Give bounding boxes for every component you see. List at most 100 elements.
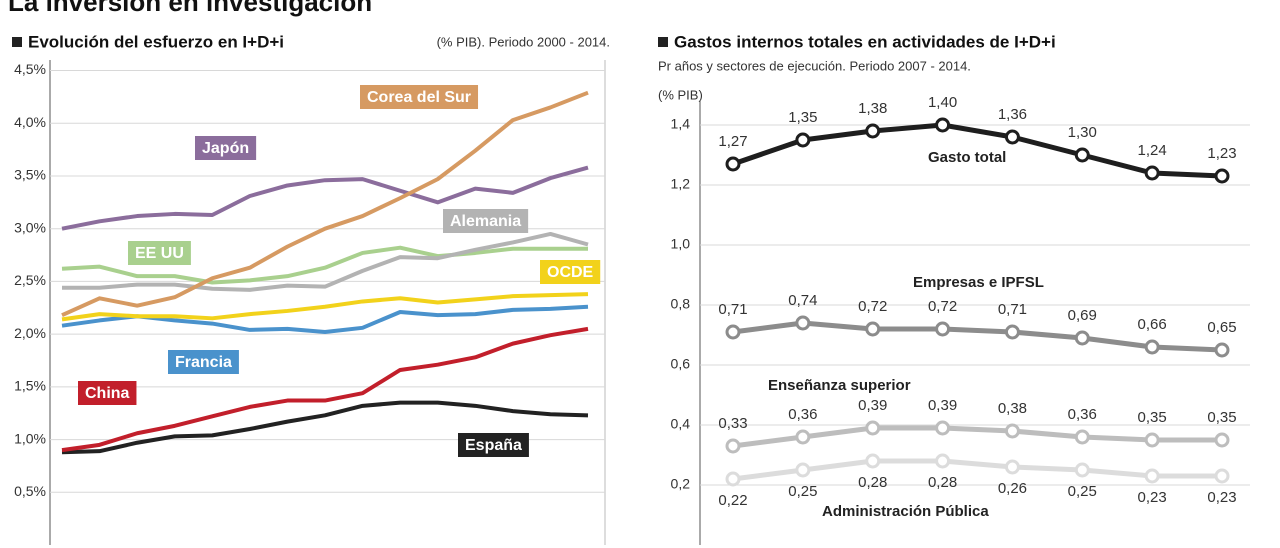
data-label: 0,36	[1068, 406, 1097, 423]
data-label: 0,39	[928, 397, 957, 414]
bullet	[12, 37, 22, 47]
point	[1004, 459, 1020, 475]
series-label: Francia	[168, 350, 239, 374]
point	[795, 462, 811, 478]
point	[1144, 165, 1160, 181]
point	[1004, 129, 1020, 145]
series-line	[732, 425, 1222, 449]
series-label: China	[78, 381, 137, 405]
y-tick-label: 0,8	[671, 296, 691, 312]
chart-subtitle: Pr años y sectores de ejecución. Periodo…	[658, 58, 971, 73]
data-label: 0,71	[718, 301, 747, 318]
series-line	[61, 90, 589, 317]
point	[935, 420, 951, 436]
y-tick-label: 0,4	[671, 416, 691, 432]
point	[1214, 432, 1230, 448]
chart-title: Evolución del esfuerzo en I+D+i	[28, 32, 284, 51]
series-line	[61, 326, 589, 453]
point	[1074, 462, 1090, 478]
data-label: 1,38	[858, 100, 887, 117]
data-label: 0,35	[1207, 409, 1236, 426]
legend-label: OCDE	[547, 264, 594, 281]
legend-label: España	[465, 437, 522, 454]
point	[1214, 468, 1230, 484]
point	[1214, 168, 1230, 184]
data-label: 0,23	[1207, 489, 1236, 506]
label-box	[540, 260, 601, 284]
series-line	[732, 458, 1222, 482]
page-title: La inversión en investigación	[8, 0, 372, 17]
point	[725, 324, 741, 340]
data-label: 0,66	[1138, 316, 1167, 333]
point	[1074, 429, 1090, 445]
point	[795, 315, 811, 331]
data-label: 1,24	[1138, 142, 1167, 159]
point	[1214, 342, 1230, 358]
series-line	[61, 304, 589, 335]
data-label: 0,69	[1068, 307, 1097, 324]
y-tick-label: 3,5%	[14, 167, 46, 183]
point	[935, 117, 951, 133]
data-label: 0,25	[1068, 483, 1097, 500]
point	[725, 471, 741, 487]
data-label: 0,72	[928, 298, 957, 315]
point	[935, 321, 951, 337]
data-label: 0,38	[998, 400, 1027, 417]
data-label: 0,72	[858, 298, 887, 315]
data-label: 1,35	[788, 109, 817, 126]
data-label: 0,74	[788, 292, 817, 309]
label-box	[168, 350, 239, 374]
data-label: 0,35	[1138, 409, 1167, 426]
point	[865, 123, 881, 139]
series-line	[61, 165, 589, 231]
point	[1144, 432, 1160, 448]
point	[725, 156, 741, 172]
data-label: 0,28	[928, 474, 957, 491]
data-label: 0,22	[718, 492, 747, 509]
series-line	[732, 122, 1223, 179]
label-box	[78, 381, 137, 405]
point	[935, 453, 951, 469]
y-tick-label: 4,5%	[14, 61, 46, 77]
y-tick-label: 1,5%	[14, 378, 46, 394]
y-tick-label: 0,5%	[14, 483, 46, 499]
data-label: 0,25	[788, 483, 817, 500]
label-box	[458, 433, 529, 457]
point	[1074, 147, 1090, 163]
y-tick-label: 1,2	[671, 176, 691, 192]
series-line	[732, 320, 1223, 353]
data-label: 1,23	[1207, 145, 1236, 162]
point	[795, 429, 811, 445]
point	[1004, 423, 1020, 439]
series-line	[62, 231, 589, 292]
label-box	[195, 136, 257, 160]
point	[795, 132, 811, 148]
point	[725, 438, 741, 454]
legend-label: Gasto total	[928, 149, 1006, 166]
data-label: 1,36	[998, 106, 1027, 123]
y-tick-label: 0,6	[671, 356, 691, 372]
legend-label: China	[85, 385, 130, 402]
data-label: 1,40	[928, 94, 957, 111]
data-label: 0,39	[858, 397, 887, 414]
data-label: 0,71	[998, 301, 1027, 318]
y-tick-label: 0,2	[671, 476, 691, 492]
bullet	[658, 37, 668, 47]
point	[865, 321, 881, 337]
data-label: 0,26	[998, 480, 1027, 497]
series-label: Japón	[195, 136, 257, 160]
series-label: Alemania	[443, 209, 529, 233]
label-box	[128, 241, 191, 265]
label-box	[360, 85, 479, 109]
point	[1144, 468, 1160, 484]
series-label: España	[458, 433, 529, 457]
data-label: 1,27	[718, 133, 747, 150]
y-axis-label: (% PIB)	[658, 87, 703, 102]
legend-label: Corea del Sur	[367, 89, 471, 106]
point	[865, 420, 881, 436]
point	[1004, 324, 1020, 340]
legend-label: Administración Pública	[822, 503, 989, 520]
y-tick-label: 1,0	[671, 236, 691, 252]
legend-label: Empresas e IPFSL	[913, 274, 1044, 291]
